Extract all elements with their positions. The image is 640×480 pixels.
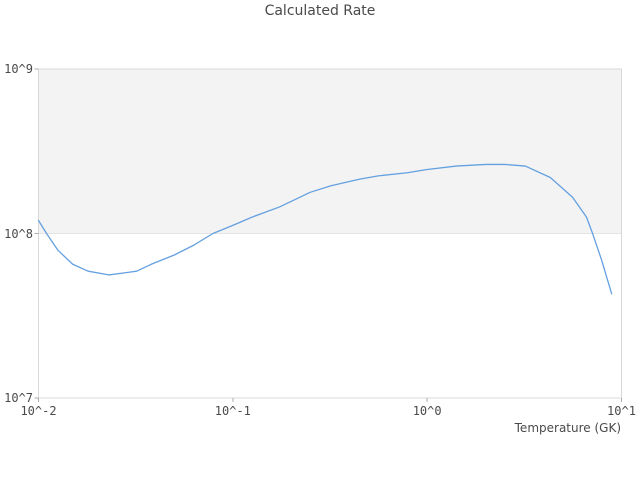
x-tick-label: 10^-1 [214,404,251,418]
x-tick-label: 10^1 [607,404,636,418]
decade-band [38,69,622,234]
rate-curve [37,163,613,295]
y-tick-label: 10^7 [4,391,33,405]
x-tick-label: 10^0 [412,404,442,418]
chart-title: Calculated Rate [264,3,376,19]
x-axis-title: Temperature (GK) [514,421,621,435]
x-tick-label: 10^-2 [20,404,57,418]
y-tick-label: 10^8 [4,226,33,241]
y-tick-label: 10^9 [4,62,33,76]
